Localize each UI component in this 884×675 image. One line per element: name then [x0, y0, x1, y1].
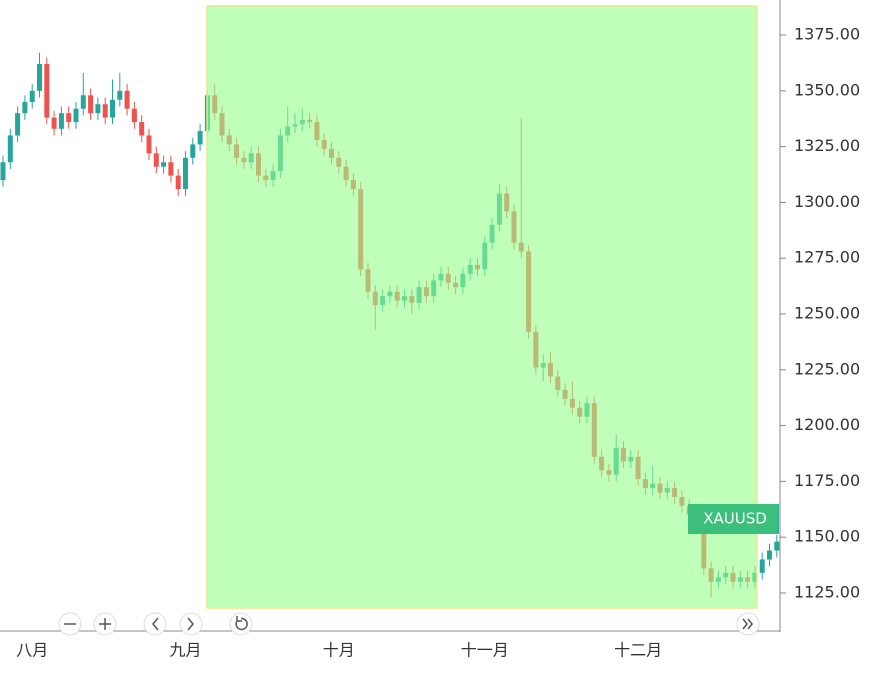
- candle-body: [0, 162, 6, 181]
- y-tick-label: 1325.00: [794, 136, 860, 155]
- candle-body: [73, 108, 79, 123]
- candle-body: [102, 104, 108, 118]
- x-tick-label: 九月: [169, 641, 201, 660]
- y-tick-label: 1375.00: [794, 25, 860, 44]
- candle-body: [131, 108, 137, 123]
- candle-body: [37, 64, 42, 91]
- candle-body: [175, 175, 181, 190]
- x-tick-label: 十一月: [461, 641, 509, 660]
- selection-overlay: [206, 5, 758, 609]
- candle-body: [7, 135, 13, 163]
- candle-body: [183, 157, 188, 190]
- candle-body: [80, 95, 86, 109]
- candle-body: [153, 153, 159, 167]
- y-tick-label: 1300.00: [794, 192, 860, 211]
- zoom-in-button[interactable]: [93, 612, 117, 636]
- candle-body: [168, 162, 174, 176]
- candle-body: [22, 101, 28, 114]
- candle-body: [110, 99, 115, 118]
- x-tick-label: 八月: [16, 641, 48, 660]
- candle-body: [29, 90, 35, 102]
- candle-body: [58, 113, 64, 129]
- x-tick-label: 十月: [323, 641, 355, 660]
- candle-body: [139, 122, 145, 136]
- candle-body: [146, 135, 152, 154]
- y-tick-label: 1250.00: [794, 303, 860, 322]
- y-tick-label: 1275.00: [794, 248, 860, 267]
- y-tick-label: 1350.00: [794, 80, 860, 99]
- candle-body: [774, 541, 780, 551]
- reset-button[interactable]: [229, 612, 253, 636]
- scroll-left-button[interactable]: [143, 612, 167, 636]
- candle-body: [44, 64, 50, 118]
- candle-body: [190, 144, 196, 158]
- symbol-tag: XAUUSD: [703, 510, 767, 528]
- x-tick-label: 十二月: [614, 641, 662, 660]
- y-tick-label: 1225.00: [794, 359, 860, 378]
- zoom-out-button[interactable]: [58, 612, 82, 636]
- candle-body: [124, 90, 130, 109]
- candle-body: [197, 130, 203, 145]
- y-tick-label: 1125.00: [794, 582, 860, 601]
- candle-body: [15, 113, 21, 136]
- candle-body: [66, 113, 72, 123]
- candle-body: [95, 104, 101, 114]
- y-tick-label: 1200.00: [794, 415, 860, 434]
- y-tick-label: 1175.00: [794, 471, 860, 490]
- symbol-tag-box: [688, 504, 778, 534]
- candle-body: [161, 162, 167, 167]
- candle-body: [117, 90, 123, 100]
- scroll-to-end-button[interactable]: [736, 612, 760, 636]
- candle-body: [51, 117, 57, 129]
- scroll-right-button[interactable]: [179, 612, 203, 636]
- candle-body: [767, 550, 772, 560]
- y-tick-label: 1150.00: [794, 527, 860, 546]
- candle-body: [759, 559, 765, 573]
- candle-body: [88, 95, 94, 114]
